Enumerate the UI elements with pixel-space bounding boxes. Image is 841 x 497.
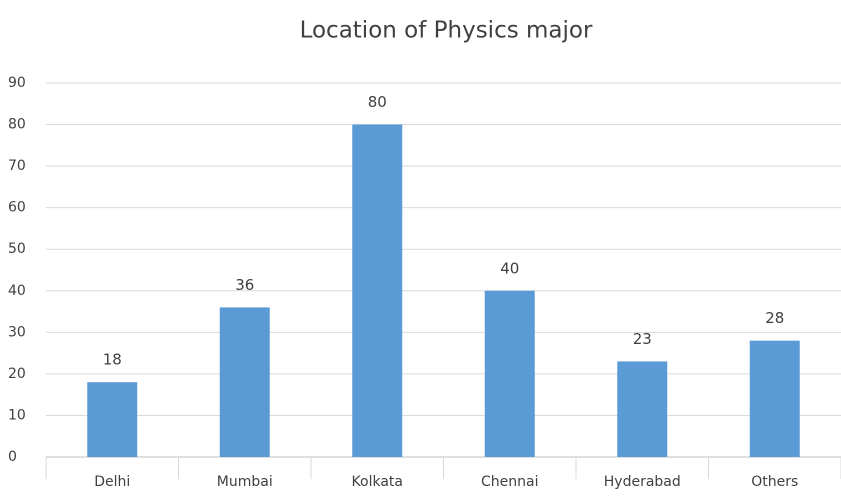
data-label: 28 (765, 309, 784, 327)
data-label: 18 (103, 351, 122, 369)
bar (219, 307, 270, 457)
data-label: 40 (500, 259, 519, 277)
x-tick-label: Hyderabad (604, 474, 681, 490)
x-tick-label: Others (751, 474, 798, 490)
chart-title: Location of Physics major (300, 18, 593, 44)
y-tick-label: 80 (8, 117, 26, 133)
y-tick-label: 30 (8, 324, 26, 340)
y-tick-label: 40 (8, 283, 26, 299)
bar (484, 290, 535, 457)
y-tick-label: 10 (8, 407, 26, 423)
bar (749, 340, 800, 457)
data-label: 36 (235, 276, 254, 294)
y-tick-label: 60 (8, 200, 26, 216)
y-tick-label: 20 (8, 366, 26, 382)
y-tick-label: 50 (8, 241, 26, 257)
data-label: 23 (633, 330, 652, 348)
y-tick-label: 0 (8, 449, 17, 465)
x-tick-label: Kolkata (352, 474, 403, 490)
x-tick-label: Mumbai (217, 474, 273, 490)
bar (352, 124, 403, 458)
bar (87, 382, 138, 457)
data-label: 80 (368, 93, 387, 111)
y-tick-label: 70 (8, 158, 26, 174)
x-tick-label: Chennai (481, 474, 538, 490)
y-tick-label: 90 (8, 75, 26, 91)
x-tick-label: Delhi (94, 474, 130, 490)
bar (617, 361, 668, 457)
